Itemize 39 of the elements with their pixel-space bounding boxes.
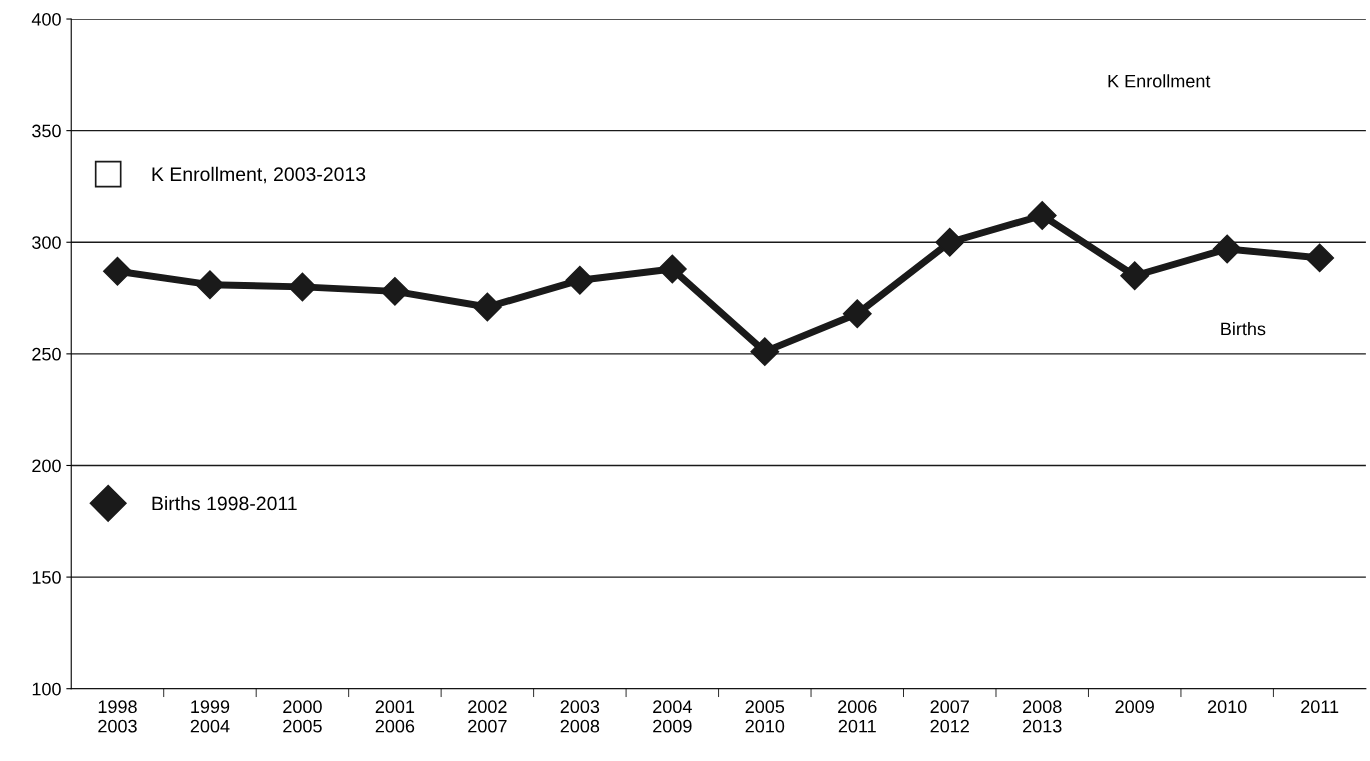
point: [380, 276, 410, 306]
point: [935, 227, 965, 257]
x-tick-label: 1999 2004: [190, 700, 230, 733]
legend-label: K Enrollment, 2003-2013: [152, 166, 366, 184]
x-tick-label: 2000 2005: [283, 700, 322, 733]
y-tick-label: 250: [32, 347, 61, 361]
y-tick-label: 200: [32, 459, 61, 473]
x-tick-label: 1998 2003: [98, 700, 137, 733]
x-tick-label: 2008 2013: [1023, 700, 1062, 733]
x-tick-label: 2010: [1208, 700, 1247, 714]
y-tick-label: 100: [32, 682, 61, 696]
x-tick-label: 2009: [1115, 700, 1154, 714]
x-tick-label: 2001 2006: [375, 700, 415, 733]
point: [1027, 201, 1057, 230]
x-tick-label: 2006 2011: [838, 700, 877, 733]
x-tick-label: 2007 2012: [930, 700, 969, 733]
point: [842, 299, 872, 329]
x-tick-label: 2003 2008: [560, 700, 600, 733]
point: [1120, 261, 1150, 291]
point: [195, 270, 225, 300]
point: [1212, 234, 1242, 264]
point: [103, 256, 132, 286]
point: [750, 337, 780, 367]
point: [287, 272, 317, 302]
x-tick-label: 2002 2007: [468, 700, 507, 733]
y-tick-label: 300: [32, 236, 61, 249]
x-tick-label: 2004 2009: [653, 700, 692, 733]
legend-label: Births 1998-2011: [152, 496, 297, 511]
point: [472, 292, 502, 322]
point: [565, 265, 595, 295]
point: [657, 254, 687, 284]
annotation: Births: [1221, 322, 1266, 336]
y-tick-label: 150: [32, 571, 61, 584]
annotation: K Enrollment: [1108, 74, 1211, 88]
x-tick-label: 2005 2010: [745, 700, 785, 733]
x-tick-label: 2011: [1301, 700, 1339, 714]
y-tick-label: 400: [31, 12, 61, 26]
y-tick-label: 350: [32, 124, 61, 138]
point: [1305, 243, 1335, 273]
